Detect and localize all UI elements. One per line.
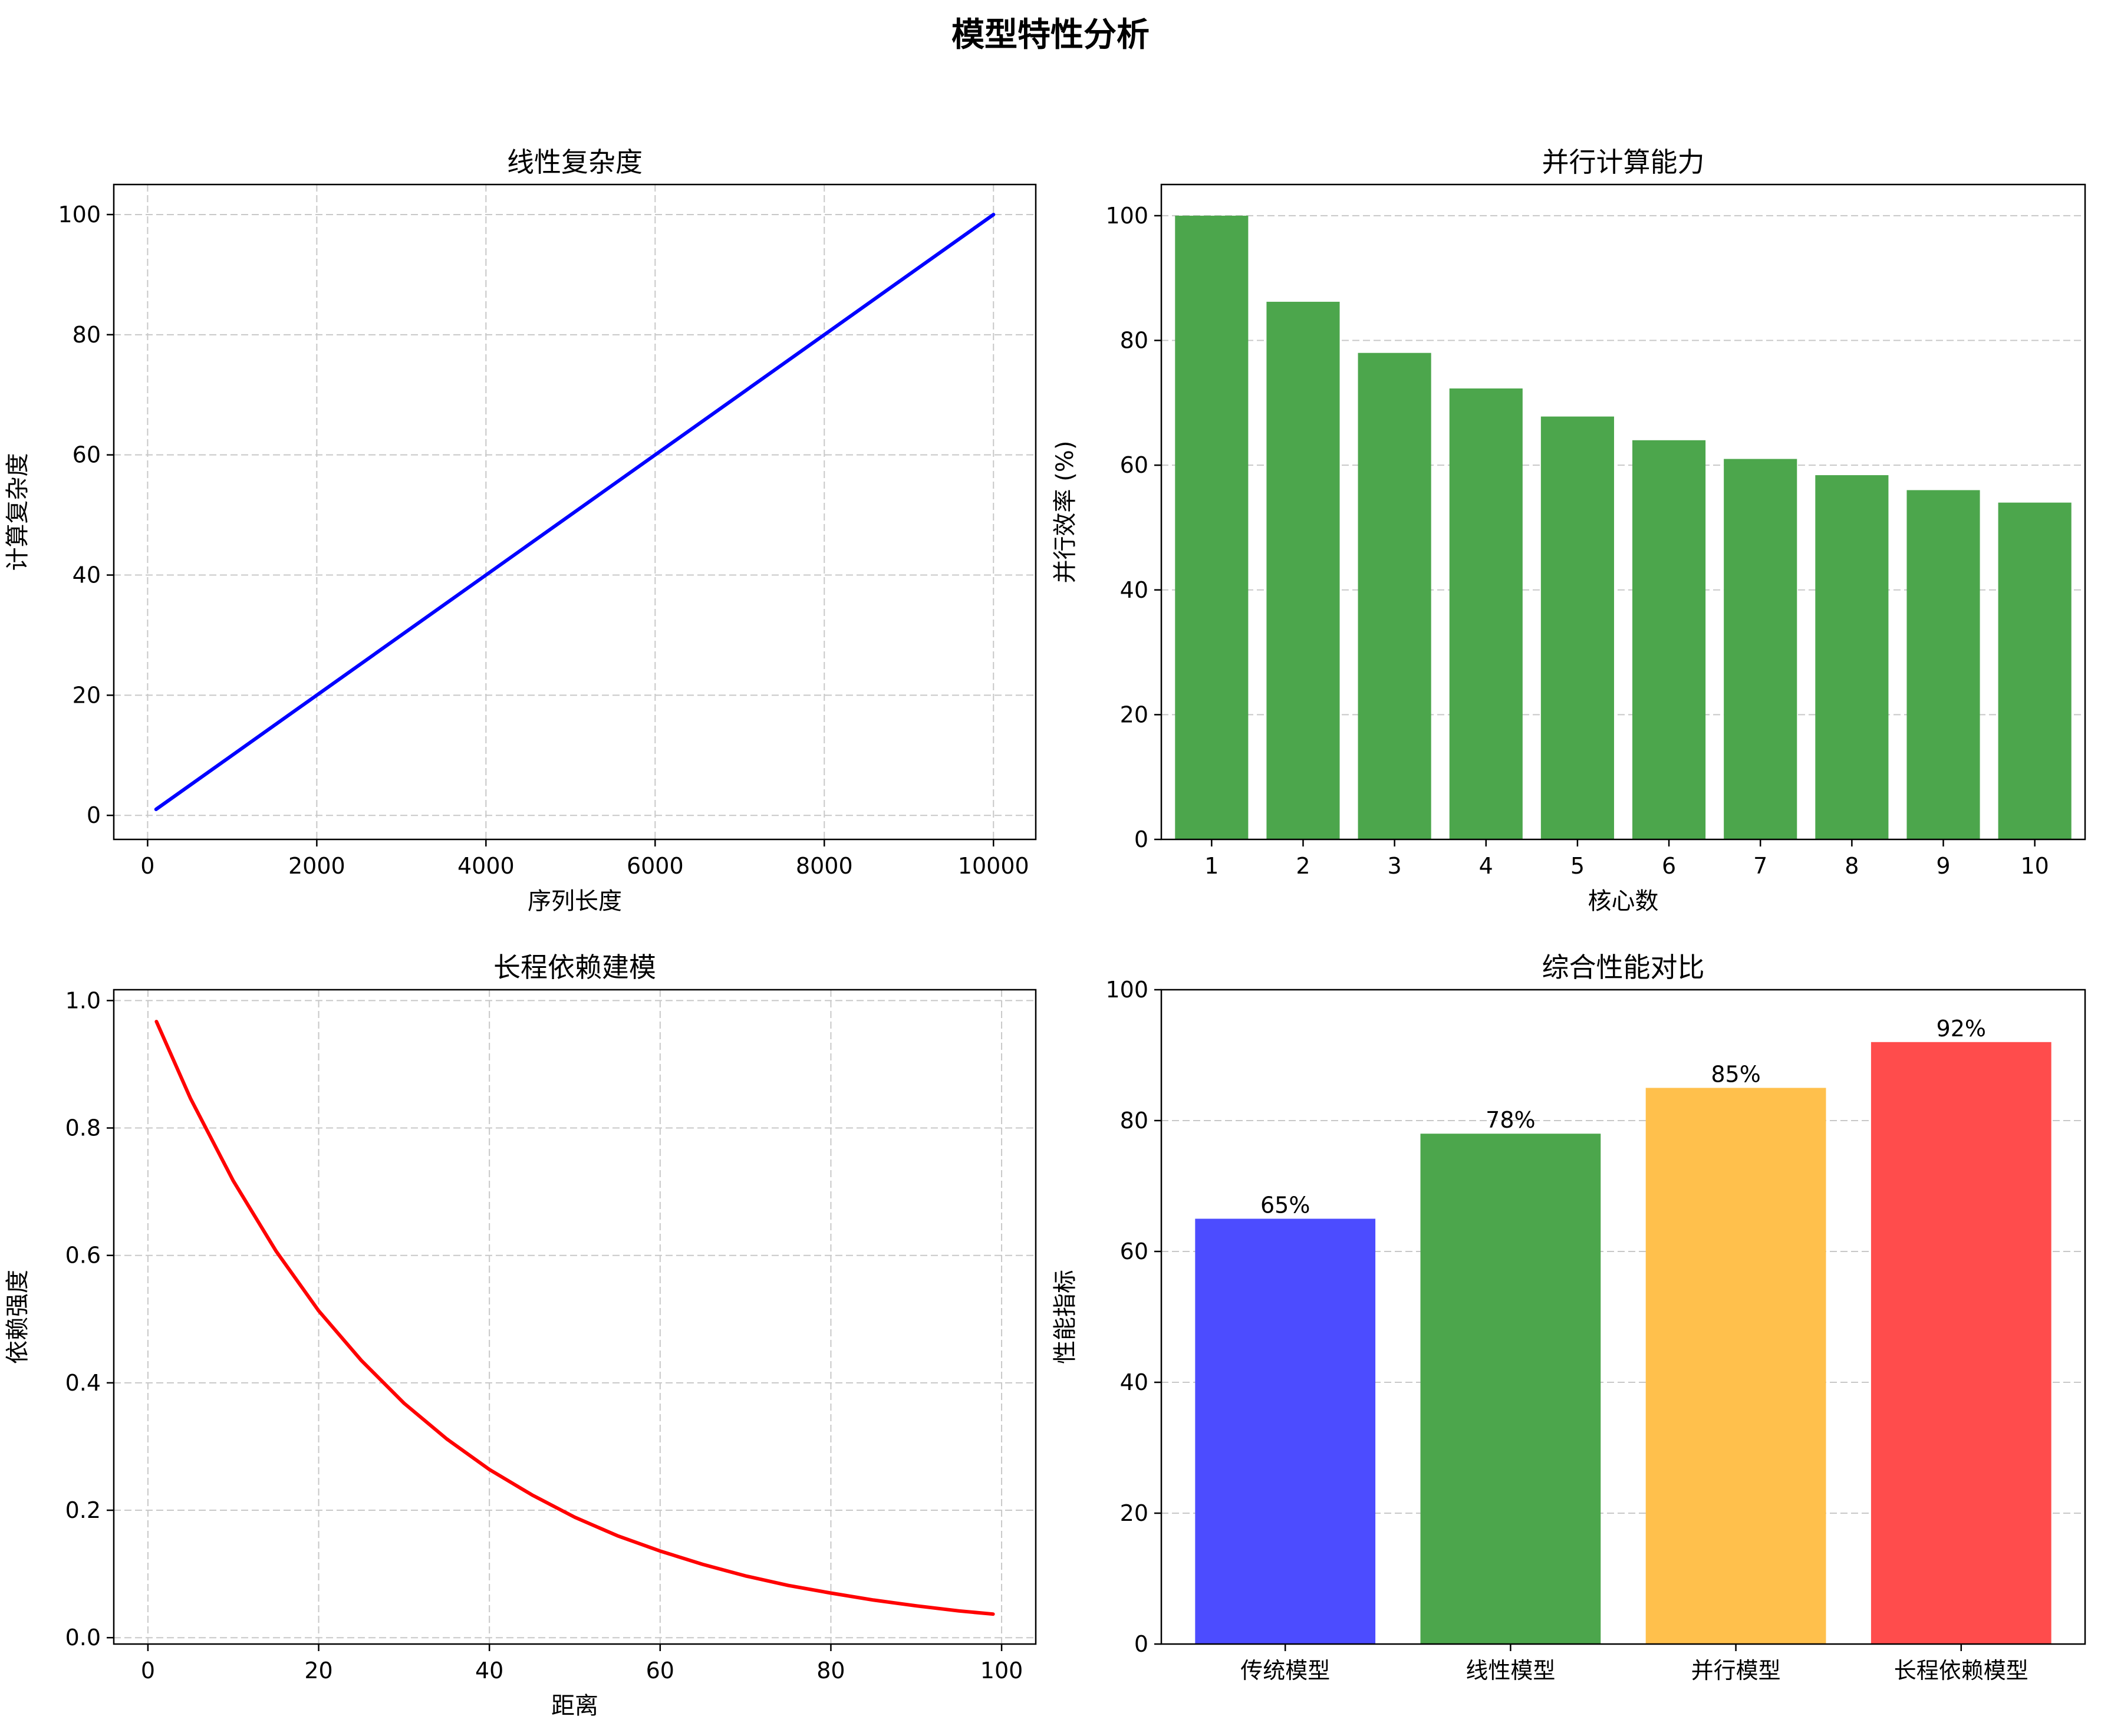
- y-tick-label: 60: [1120, 1238, 1148, 1264]
- subplot-overall: 65% 78% 85% 92% 0 20 40 60 80 100 传统模型 线性模型 并行模型 长程依赖…: [1052, 951, 2086, 1684]
- subplot-title: 综合性能对比: [1542, 951, 1705, 983]
- x-tick-label: 40: [475, 1658, 503, 1684]
- y-tick-label: 0.8: [65, 1115, 101, 1141]
- y-tick-label: 100: [1105, 203, 1148, 229]
- x-tick-label: 60: [646, 1658, 674, 1684]
- bar-传统模型: [1195, 1218, 1376, 1644]
- subplot-title: 并行计算能力: [1542, 146, 1705, 178]
- x-tick-label: 10: [2020, 853, 2049, 879]
- bar-1: [1175, 215, 1249, 839]
- bar-9: [1906, 490, 1980, 839]
- subplot-linear: 0 20 40 60 80 100 0 2000 4000 6000 8000 10000 线性复杂度序…: [4, 146, 1037, 915]
- bar-7: [1724, 459, 1797, 839]
- bar-2: [1266, 301, 1340, 840]
- x-tick-label: 8: [1845, 853, 1859, 879]
- x-tick-label: 5: [1570, 853, 1585, 879]
- y-tick-label: 80: [73, 322, 101, 348]
- x-axis-label: 核心数: [1588, 888, 1659, 915]
- bar-10: [1998, 502, 2072, 839]
- x-tick-label: 7: [1753, 853, 1767, 879]
- bar-线性模型: [1420, 1134, 1601, 1644]
- y-axis-label: 依赖强度: [4, 1270, 31, 1364]
- y-tick-label: 40: [73, 562, 101, 588]
- x-tick-label: 2: [1296, 853, 1310, 879]
- series-line: [154, 213, 996, 811]
- y-tick-label: 20: [73, 682, 101, 708]
- bar-4: [1449, 388, 1523, 839]
- bar-value-label: 78%: [1486, 1107, 1535, 1133]
- axes-frame: [1160, 989, 2086, 1645]
- x-tick-label: 80: [816, 1658, 845, 1684]
- x-tick-label: 线性模型: [1466, 1658, 1555, 1684]
- x-tick-label: 3: [1388, 853, 1402, 879]
- subplot-title: 长程依赖建模: [493, 951, 656, 983]
- x-tick-label: 6000: [627, 853, 684, 879]
- y-axis-label: 并行效率 (%): [1052, 441, 1079, 584]
- y-tick-label: 0.6: [65, 1243, 101, 1269]
- bar-6: [1632, 440, 1706, 839]
- x-tick-label: 100: [980, 1658, 1023, 1684]
- x-tick-label: 10000: [958, 853, 1029, 879]
- y-tick-label: 40: [1120, 1369, 1148, 1395]
- axes-frame: [113, 989, 1037, 1645]
- x-tick-label: 0: [140, 853, 154, 879]
- bar-长程依赖模型: [1871, 1042, 2051, 1644]
- bar-并行模型: [1645, 1088, 1826, 1644]
- y-tick-label: 0: [87, 802, 101, 828]
- y-tick-label: 0: [1134, 1631, 1148, 1657]
- y-tick-label: 60: [73, 442, 101, 468]
- subplot-title: 线性复杂度: [507, 146, 643, 178]
- y-tick-label: 20: [1120, 701, 1148, 727]
- series-line: [154, 1020, 995, 1616]
- bar-5: [1540, 416, 1614, 839]
- y-axis-label: 计算复杂度: [4, 453, 31, 571]
- x-tick-label: 1: [1204, 853, 1219, 879]
- axes-frame: [113, 183, 1037, 841]
- x-tick-label: 2000: [288, 853, 345, 879]
- y-tick-label: 0.2: [65, 1497, 101, 1523]
- bar-value-label: 85%: [1711, 1062, 1760, 1088]
- x-tick-label: 20: [304, 1658, 332, 1684]
- y-tick-label: 0.0: [65, 1625, 101, 1651]
- y-tick-label: 80: [1120, 1108, 1148, 1134]
- y-tick-label: 0.4: [65, 1370, 101, 1396]
- x-tick-label: 4000: [457, 853, 515, 879]
- y-axis-label: 性能指标: [1052, 1270, 1079, 1364]
- y-tick-label: 80: [1120, 328, 1148, 354]
- x-tick-label: 8000: [796, 853, 853, 879]
- bar-value-label: 92%: [1937, 1016, 1986, 1042]
- x-tick-label: 长程依赖模型: [1894, 1658, 2028, 1684]
- y-tick-label: 100: [1105, 977, 1148, 1003]
- x-tick-label: 4: [1479, 853, 1493, 879]
- x-axis-label: 序列长度: [528, 888, 622, 915]
- x-tick-label: 并行模型: [1691, 1658, 1781, 1684]
- figure-title: 模型特性分析: [951, 16, 1150, 54]
- bar-value-label: 65%: [1260, 1193, 1310, 1218]
- x-tick-label: 6: [1662, 853, 1676, 879]
- x-tick-label: 传统模型: [1240, 1658, 1330, 1684]
- axes-frame: [1160, 183, 2086, 841]
- y-tick-label: 100: [58, 202, 101, 228]
- x-tick-label: 9: [1936, 853, 1950, 879]
- x-tick-label: 0: [141, 1658, 155, 1684]
- y-tick-label: 0: [1134, 826, 1148, 852]
- y-tick-label: 60: [1120, 452, 1148, 478]
- y-tick-label: 40: [1120, 577, 1148, 603]
- y-tick-label: 20: [1120, 1500, 1148, 1526]
- y-tick-label: 1.0: [65, 987, 101, 1013]
- x-axis-label: 距离: [551, 1692, 598, 1719]
- bar-8: [1815, 475, 1889, 839]
- bar-3: [1358, 353, 1431, 839]
